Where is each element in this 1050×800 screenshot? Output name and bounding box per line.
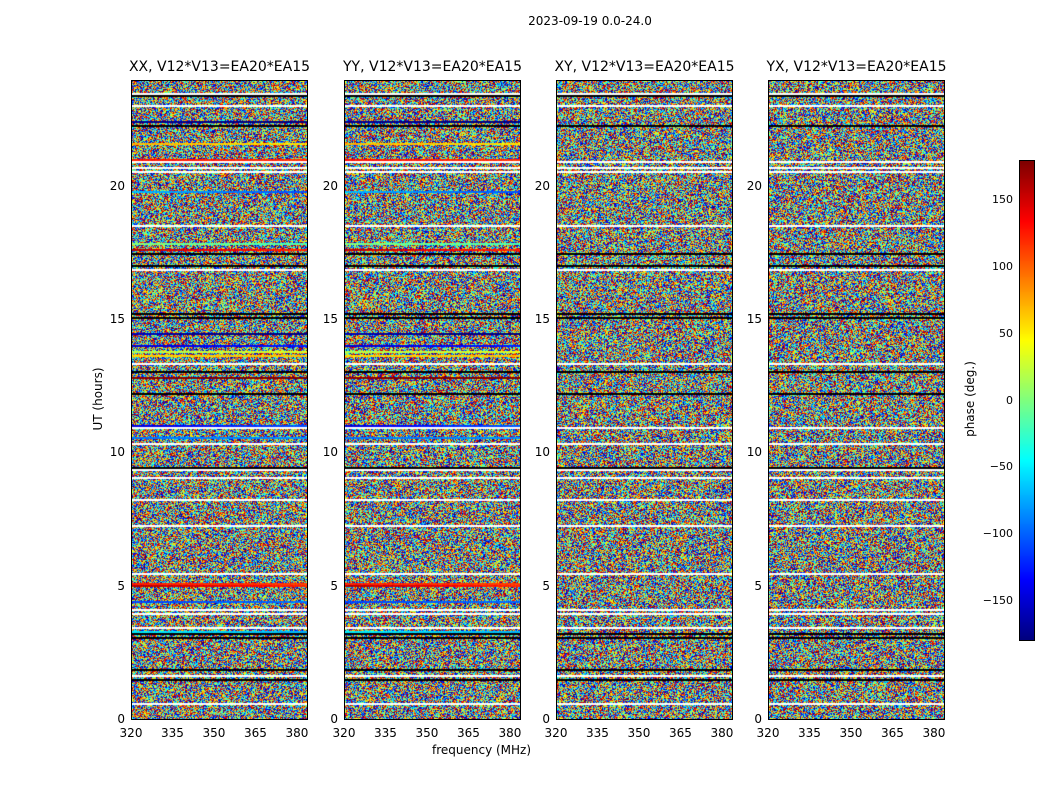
y-tick-label: 20 — [109, 178, 125, 193]
panel-title: YY, V12*V13=EA20*EA15 — [343, 59, 522, 75]
y-tick-label: 15 — [746, 312, 762, 326]
y-tick-label: 5 — [117, 578, 125, 593]
y-tick-label: 5 — [754, 578, 762, 593]
colorbar-label: phase (deg.) — [963, 361, 977, 437]
x-tick-label: 335 — [798, 726, 821, 740]
colorbar-tick-label: 100 — [992, 259, 1013, 273]
x-tick-label: 380 — [922, 726, 946, 740]
y-tick-label: 15 — [109, 312, 125, 326]
x-tick-label: 365 — [881, 726, 904, 740]
x-tick-label: 320 — [756, 726, 780, 740]
panel-title: XY, V12*V13=EA20*EA15 — [554, 59, 735, 75]
x-tick-label: 350 — [202, 726, 226, 740]
colorbar-tick-label: 0 — [1006, 393, 1013, 407]
x-tick-label: 320 — [119, 726, 143, 740]
colorbar-tick-label: −150 — [982, 593, 1013, 607]
panel-title: YX, V12*V13=EA20*EA15 — [766, 59, 947, 75]
heatmap-cells — [132, 81, 307, 719]
heatmap-cells — [769, 81, 944, 719]
figure-title: 2023-09-19 0.0-24.0 — [528, 14, 652, 28]
y-tick-label: 10 — [746, 445, 762, 460]
y-tick-label: 0 — [754, 712, 762, 726]
heatmap-panel — [344, 80, 521, 720]
x-tick-label: 335 — [374, 726, 397, 740]
y-tick-label: 5 — [330, 578, 338, 593]
panel-title: XX, V12*V13=EA20*EA15 — [128, 59, 311, 75]
y-tick-label: 0 — [117, 712, 125, 726]
colorbar-tick-label: −100 — [982, 527, 1013, 541]
x-tick-label: 320 — [332, 726, 356, 740]
heatmap-panel — [768, 80, 945, 720]
x-tick-label: 380 — [498, 726, 522, 740]
x-tick-label: 365 — [244, 726, 267, 740]
y-tick-label: 10 — [109, 445, 125, 460]
y-tick-label: 15 — [322, 312, 338, 326]
y-tick-label: 5 — [542, 578, 550, 593]
y-tick-label: 20 — [746, 178, 762, 193]
x-tick-label: 350 — [415, 726, 439, 740]
heatmap-cells — [345, 81, 520, 719]
x-tick-label: 335 — [161, 726, 184, 740]
y-tick-label: 0 — [330, 712, 338, 726]
x-tick-label: 380 — [710, 726, 734, 740]
x-tick-label: 320 — [544, 726, 568, 740]
colorbar-tick-label: −50 — [989, 460, 1013, 474]
x-axis-label: frequency (MHz) — [432, 743, 532, 757]
y-tick-label: 15 — [534, 312, 550, 326]
x-tick-label: 350 — [839, 726, 863, 740]
heatmap-cells — [557, 81, 732, 719]
x-tick-label: 365 — [457, 726, 480, 740]
colorbar-tick-label: 50 — [999, 326, 1013, 340]
y-tick-label: 10 — [322, 445, 338, 460]
x-tick-label: 380 — [285, 726, 309, 740]
y-tick-label: 20 — [322, 178, 338, 193]
x-tick-label: 350 — [627, 726, 651, 740]
y-axis-label: UT (hours) — [91, 367, 105, 431]
x-tick-label: 365 — [669, 726, 692, 740]
y-tick-label: 10 — [534, 445, 550, 460]
y-tick-label: 20 — [534, 178, 550, 193]
colorbar — [1019, 160, 1035, 641]
colorbar-tick-label: 150 — [992, 193, 1013, 207]
colorbar-gradient — [1020, 161, 1034, 640]
heatmap-panel — [556, 80, 733, 720]
x-tick-label: 335 — [586, 726, 609, 740]
y-tick-label: 0 — [542, 712, 550, 726]
heatmap-panel — [131, 80, 308, 720]
